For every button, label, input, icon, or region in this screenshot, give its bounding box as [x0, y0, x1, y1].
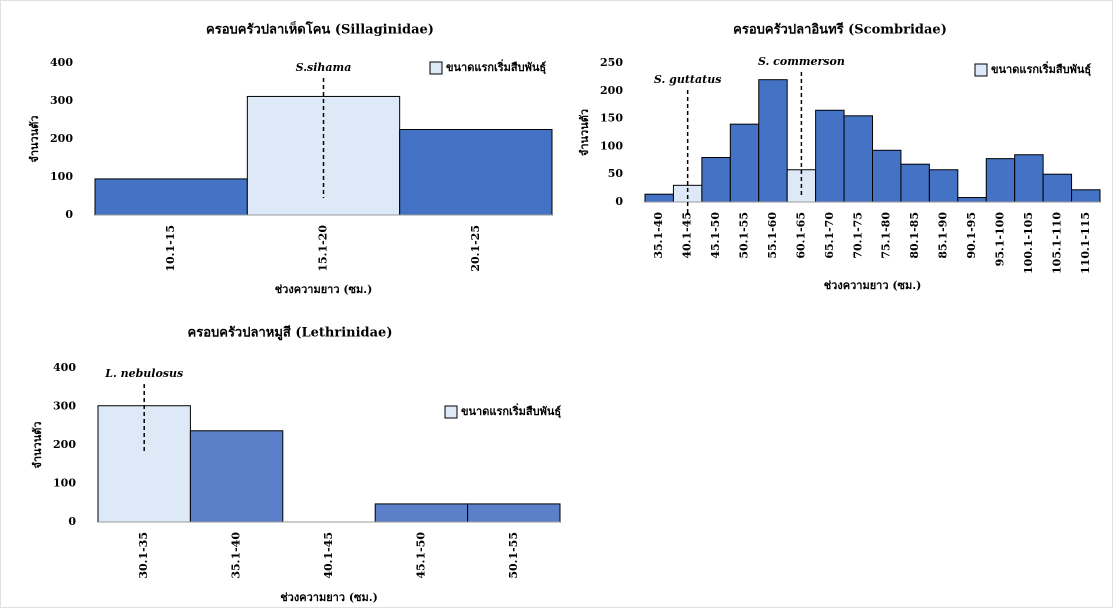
- bar: [374, 503, 469, 523]
- bar: [672, 184, 703, 203]
- y-tick-label: 50: [608, 167, 624, 180]
- annotation: S. guttatus: [654, 73, 721, 86]
- annotation: S. commerson: [758, 55, 845, 68]
- chart-title: ครอบครัวปลาอินทรี (Scombridae): [733, 22, 947, 38]
- bar: [872, 149, 902, 203]
- legend-label: ขนาดแรกเริ่มสืบพันธุ์: [991, 61, 1091, 77]
- x-tick-label: 65.1-70: [823, 212, 836, 259]
- x-axis-label: ช่วงความยาว (ซม.): [824, 279, 922, 292]
- y-tick-label: 150: [600, 112, 623, 125]
- bar: [399, 129, 553, 216]
- x-tick-label: 30.1-35: [137, 532, 150, 579]
- x-axis-label: ช่วงความยาว (ซม.): [275, 283, 373, 296]
- x-tick-label: 85.1-90: [937, 212, 950, 259]
- legend-label: ขนาดแรกเริ่มสืบพันธุ์: [446, 59, 546, 75]
- bar: [815, 109, 845, 203]
- y-tick-label: 100: [600, 139, 623, 152]
- annotation: L. nebulosus: [104, 367, 183, 380]
- x-tick-label: 50.1-55: [507, 532, 520, 579]
- x-axis-label: ช่วงความยาว (ซม.): [280, 591, 378, 604]
- x-tick-label: 20.1-25: [469, 225, 482, 272]
- x-tick-label: 90.1-95: [965, 212, 978, 259]
- bar: [1042, 173, 1073, 203]
- x-tick-label: 70.1-75: [851, 212, 864, 259]
- x-tick-label: 15.1-20: [317, 225, 330, 272]
- bar: [97, 405, 191, 523]
- y-tick-label: 100: [53, 477, 76, 490]
- y-tick-label: 0: [68, 515, 76, 528]
- x-tick-label: 60.1-65: [794, 212, 807, 259]
- bar: [701, 157, 731, 203]
- y-tick-label: 0: [615, 195, 623, 208]
- legend-swatch: [974, 63, 988, 77]
- x-tick-label: 105.1-110: [1050, 212, 1063, 274]
- y-tick-label: 200: [50, 132, 73, 145]
- y-tick-label: 300: [50, 94, 73, 107]
- annotation: S.sihama: [296, 61, 352, 74]
- y-axis-label: จำนวนตัว: [28, 115, 41, 162]
- y-tick-label: 300: [53, 400, 76, 413]
- y-tick-label: 100: [50, 170, 73, 183]
- chart-title: ครอบครัวปลาหมูสี (Lethrinidae): [188, 325, 393, 341]
- y-axis-label: จำนวนตัว: [31, 421, 44, 468]
- x-tick-label: 95.1-100: [993, 212, 1006, 267]
- x-tick-label: 80.1-85: [908, 212, 921, 259]
- y-tick-label: 250: [600, 56, 623, 69]
- x-tick-label: 45.1-50: [414, 532, 427, 579]
- y-tick-label: 200: [600, 84, 623, 97]
- y-tick-label: 0: [65, 208, 73, 221]
- chart-title: ครอบครัวปลาเห็ดโคน (Sillaginidae): [206, 20, 434, 38]
- x-tick-label: 10.1-15: [164, 225, 177, 272]
- x-tick-label: 45.1-50: [709, 212, 722, 259]
- x-tick-label: 40.1-45: [322, 532, 335, 579]
- x-tick-label: 50.1-55: [738, 212, 751, 259]
- bar: [758, 79, 788, 203]
- y-tick-label: 400: [50, 56, 73, 69]
- x-tick-label: 110.1-115: [1079, 212, 1092, 274]
- bar: [843, 115, 873, 203]
- bar: [957, 197, 987, 203]
- y-tick-label: 400: [53, 361, 76, 374]
- x-tick-label: 40.1-45: [681, 212, 694, 259]
- x-tick-label: 100.1-105: [1022, 212, 1035, 274]
- bar: [1071, 189, 1101, 203]
- bar: [644, 193, 674, 203]
- x-tick-label: 55.1-60: [766, 212, 779, 259]
- legend-label: ขนาดแรกเริ่มสืบพันธุ์: [461, 403, 561, 419]
- x-tick-label: 75.1-80: [880, 212, 893, 259]
- bar: [985, 158, 1016, 203]
- bar: [928, 169, 959, 203]
- x-tick-label: 35.1-40: [652, 212, 665, 259]
- bar: [900, 163, 930, 203]
- bar: [94, 178, 248, 216]
- legend-swatch: [444, 405, 458, 419]
- x-tick-label: 35.1-40: [230, 532, 243, 579]
- bar: [729, 123, 760, 203]
- bar: [467, 503, 561, 523]
- y-axis-label: จำนวนตัว: [578, 109, 591, 156]
- y-tick-label: 200: [53, 438, 76, 451]
- legend-swatch: [429, 61, 443, 75]
- bar: [1014, 154, 1044, 203]
- bar: [189, 430, 284, 523]
